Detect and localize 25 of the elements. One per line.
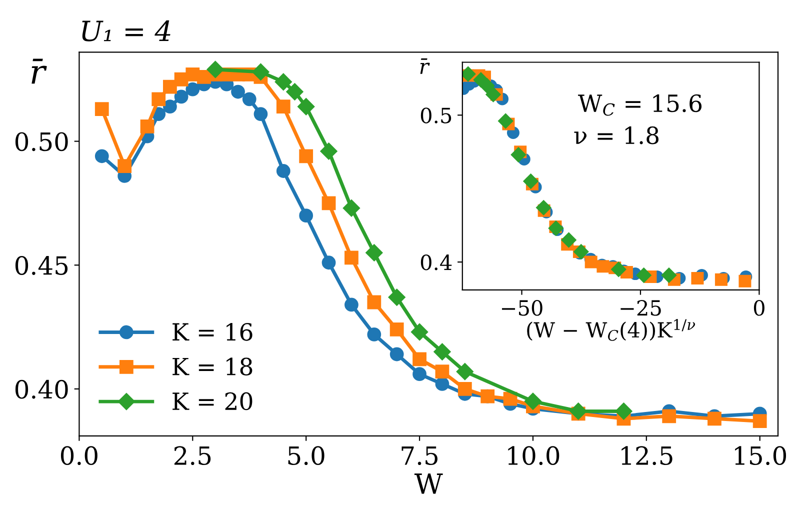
x-tick-label: 10.0 [508,446,560,466]
y-tick-label: 0.40 [15,380,68,399]
x-tick-label: 7.5 [402,446,438,466]
x-tick-label: −50 [502,300,542,316]
x-tick-label: 5.0 [288,446,324,466]
legend-label: K = 20 [172,392,252,410]
y-tick-label: 0.50 [15,132,68,152]
x-tick-label: 12.5 [622,446,672,466]
x-tick-label: 15.0 [735,446,786,466]
y-tick-label: 0.4 [420,254,452,270]
y-tick-label: 0.45 [15,256,68,275]
x-tick-label: 2.5 [174,446,211,466]
annotation: ν = 1.8 [574,126,658,144]
x-tick-label: 0 [754,300,764,316]
x-tick-label: −25 [620,300,661,316]
y-tick-label: 0.5 [420,108,452,124]
x-axis-title: (W − W$_{C}$(4))K$^{1/ν}$ [527,319,696,341]
x-axis-title: W [414,474,443,494]
chart-title: U₁ = 4 [82,20,170,42]
legend-label: K = 16 [172,322,252,341]
legend-label: K = 18 [172,358,252,376]
y-axis-title: r̄ [32,58,47,84]
x-tick-label: 0.0 [60,446,98,466]
y-axis-title: r̄ [420,58,430,74]
annotation: W$_{C}$ = 15.6 [578,94,702,116]
